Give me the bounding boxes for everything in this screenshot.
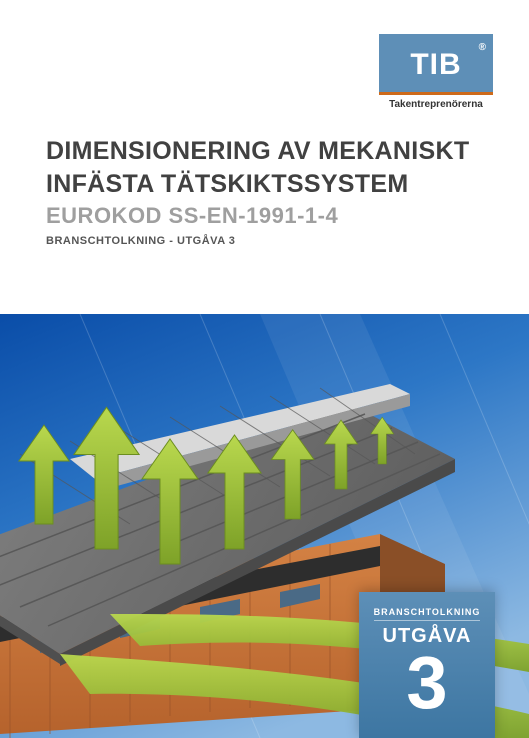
main-title-line1: DIMENSIONERING AV MEKANISKT <box>46 137 489 166</box>
meta-line: BRANSCHTOLKNING - UTGÅVA 3 <box>46 235 489 247</box>
logo-mark: TIB ® <box>379 34 493 92</box>
logo-subtitle: Takentreprenörerna <box>379 92 493 114</box>
badge-number: 3 <box>359 646 495 720</box>
document-cover: TIB ® Takentreprenörerna DIMENSIONERING … <box>0 0 529 738</box>
publisher-logo: TIB ® Takentreprenörerna <box>379 34 493 114</box>
edition-badge: BRANSCHTOLKNING UTGÅVA 3 <box>359 592 495 738</box>
logo-text: TIB <box>410 48 461 81</box>
badge-small: BRANSCHTOLKNING <box>374 607 481 621</box>
title-block: DIMENSIONERING AV MEKANISKT INFÄSTA TÄTS… <box>46 137 489 247</box>
logo-registered: ® <box>479 42 487 53</box>
main-title-line2: INFÄSTA TÄTSKIKTSSYSTEM <box>46 170 489 199</box>
subtitle: EUROKOD SS-EN-1991-1-4 <box>46 203 489 229</box>
